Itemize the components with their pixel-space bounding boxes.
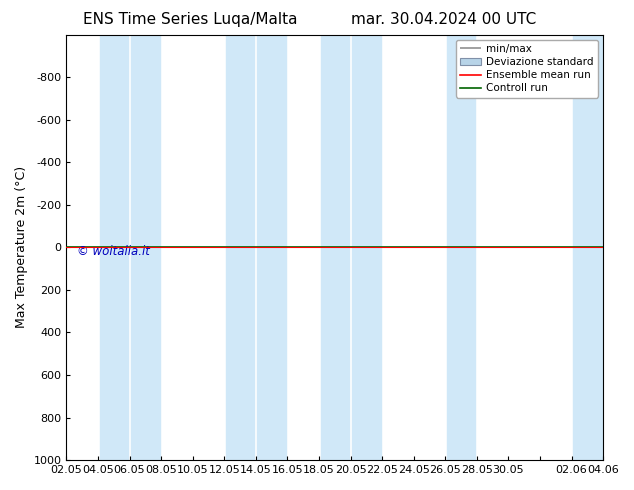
Text: ENS Time Series Luqa/Malta: ENS Time Series Luqa/Malta [83,12,297,27]
Text: © woitalia.it: © woitalia.it [77,245,150,258]
Bar [257,35,286,460]
Legend: min/max, Deviazione standard, Ensemble mean run, Controll run: min/max, Deviazione standard, Ensemble m… [456,40,598,98]
Y-axis label: Max Temperature 2m (°C): Max Temperature 2m (°C) [15,166,28,328]
Bar [131,35,160,460]
Bar [352,35,380,460]
Bar [226,35,254,460]
Bar [321,35,349,460]
Bar [100,35,128,460]
Text: mar. 30.04.2024 00 UTC: mar. 30.04.2024 00 UTC [351,12,536,27]
Bar [573,35,602,460]
Bar [447,35,476,460]
